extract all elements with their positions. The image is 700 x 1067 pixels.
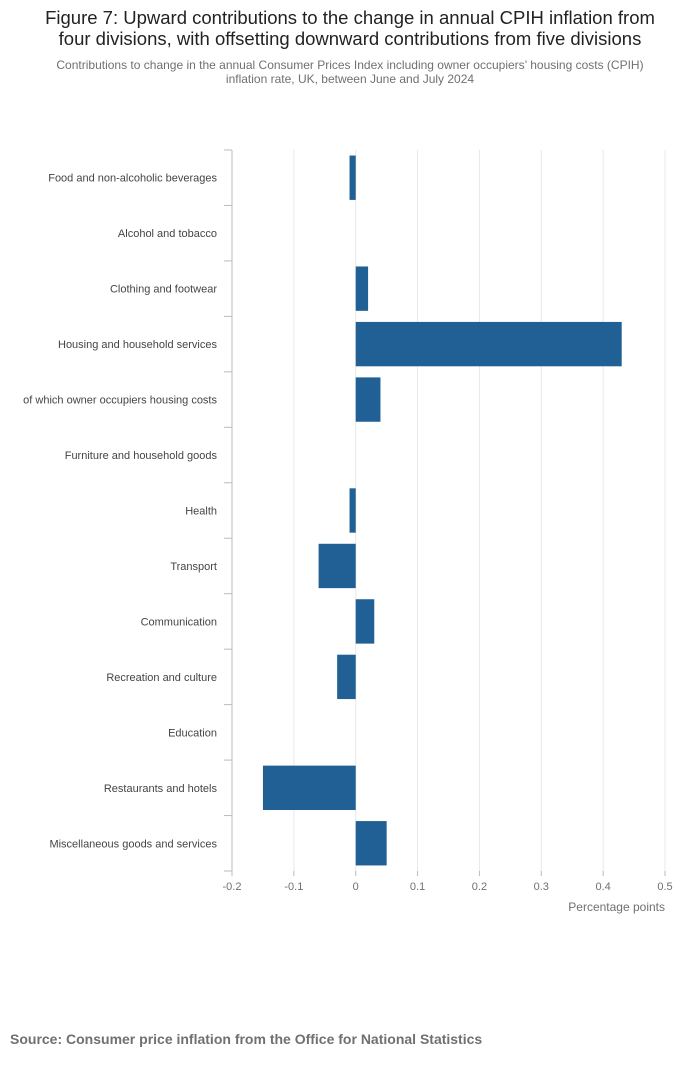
bar (262, 765, 356, 810)
category-label: of which owner occupiers housing costs (23, 395, 217, 407)
category-label: Restaurants and hotels (104, 783, 218, 795)
bars (262, 155, 622, 866)
category-label: Health (185, 506, 217, 518)
bar (355, 821, 387, 866)
source-note: Source: Consumer price inflation from th… (10, 1031, 483, 1047)
bar (355, 321, 622, 367)
category-label: Housing and household services (58, 339, 217, 351)
bar (355, 266, 369, 311)
bar (349, 155, 356, 200)
chart-title-line-2: four divisions, with offsetting downward… (58, 28, 642, 49)
chart-title: Figure 7: Upward contributions to the ch… (0, 7, 700, 49)
chart-subtitle-line-2: inflation rate, UK, between June and Jul… (225, 72, 475, 86)
category-label: Furniture and household goods (65, 450, 218, 462)
x-axis-title: Percentage points (568, 900, 665, 914)
x-tick-label: 0 (353, 881, 359, 893)
bar (355, 377, 381, 422)
category-label: Education (168, 727, 217, 739)
category-label: Miscellaneous goods and services (49, 838, 217, 850)
category-label: Communication (141, 616, 217, 628)
bar (349, 488, 356, 533)
chart-subtitle: Contributions to change in the annual Co… (20, 58, 680, 86)
x-tick-label: -0.2 (223, 881, 242, 893)
chart-title-line-1: Figure 7: Upward contributions to the ch… (45, 7, 655, 28)
chart-subtitle-line-1: Contributions to change in the annual Co… (56, 58, 644, 72)
labels: -0.2 -0.1 0 0.1 0.2 0.3 0.4 0.5 Food and non-alc… (23, 173, 672, 914)
bar (355, 599, 375, 644)
axes (224, 149, 666, 876)
category-label: Clothing and footwear (110, 284, 217, 296)
x-tick-label: 0.4 (595, 881, 610, 893)
category-label: Alcohol and tobacco (118, 228, 217, 240)
x-tick-label: 0.5 (657, 881, 672, 893)
category-label: Transport (170, 561, 217, 573)
x-tick-label: 0.3 (534, 881, 549, 893)
bar (337, 654, 356, 700)
bar (318, 543, 356, 589)
x-tick-label: -0.1 (284, 881, 303, 893)
category-label: Food and non-alcoholic beverages (48, 173, 217, 185)
x-tick-label: 0.1 (410, 881, 425, 893)
x-tick-label: 0.2 (472, 881, 487, 893)
bar-chart: -0.2 -0.1 0 0.1 0.2 0.3 0.4 0.5 Food and non-alc… (23, 149, 673, 914)
category-label: Recreation and culture (106, 672, 217, 684)
